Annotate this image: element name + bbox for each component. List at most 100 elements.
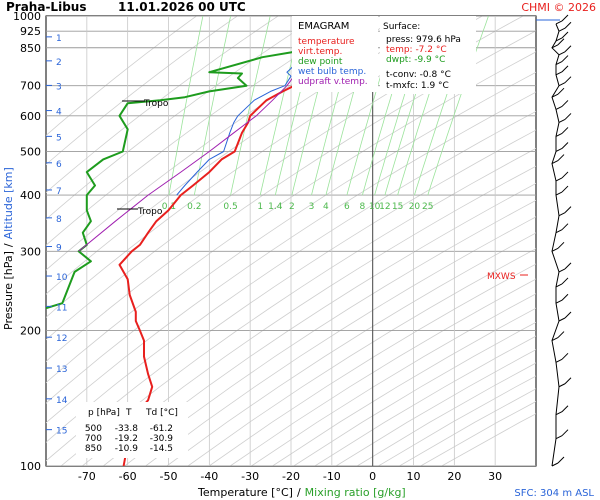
- surface-box: [380, 16, 476, 94]
- y-axis-title: Pressure [hPa] / Altitude [km]: [2, 167, 15, 330]
- temperature-tick-label: -20: [282, 470, 300, 483]
- mixing-ratio-line: [230, 16, 271, 196]
- wind-barb-flag: [561, 55, 569, 62]
- altitude-tick-label: 10: [56, 273, 68, 283]
- temperature-tick-label: -70: [78, 470, 96, 483]
- wind-barb-flag: [561, 100, 569, 107]
- y-axis-separator: /: [2, 243, 15, 247]
- table-row-1-p: 500: [85, 424, 102, 434]
- table-row-2-p: 700: [85, 434, 102, 444]
- wind-barb-flag: [561, 142, 569, 149]
- legend-item-wet-bulb: wet bulb temp.: [298, 67, 366, 77]
- table-row-3-t: -10.9: [115, 444, 139, 454]
- altitude-tick-label: 3: [56, 82, 62, 92]
- table-row-1-td: -61.2: [150, 424, 173, 434]
- legend-box: [292, 16, 378, 92]
- y-axis-altitude-label: Altitude [km]: [2, 167, 15, 239]
- mixing-ratio-label: 25: [422, 202, 433, 212]
- temperature-tick-label: 30: [488, 470, 502, 483]
- wind-barb-shaft: [555, 411, 563, 416]
- mixing-ratio-label: 20: [409, 202, 421, 212]
- wind-barb-flag: [564, 206, 572, 214]
- tropo-label-2: Tropo: [137, 207, 163, 217]
- table-header-td: Td [°C]: [145, 408, 178, 418]
- wind-barb-flag: [561, 293, 569, 301]
- wind-barb-shaft: [555, 61, 563, 66]
- temperature-tick-label: 0: [369, 470, 376, 483]
- mixing-ratio-label: 4: [323, 202, 329, 212]
- wind-barb-shaft: [555, 148, 563, 152]
- mixing-ratio-label: 3: [309, 202, 315, 212]
- tropopause-markers: Tropo Tropo: [117, 99, 169, 217]
- surface-tmxfc: t-mxfc: 1.9 °C: [386, 81, 449, 91]
- dry-adiabat: [103, 182, 536, 466]
- wind-barb-flag: [557, 154, 565, 161]
- wind-barb-shaft: [555, 71, 563, 76]
- wind-barb-flag: [561, 31, 569, 39]
- mixing-ratio-label: 0.5: [223, 202, 237, 212]
- table-header-p: p [hPa]: [88, 408, 120, 418]
- table-row-1-t: -33.8: [115, 424, 139, 434]
- wind-barb-flag: [561, 127, 569, 134]
- altitude-tick-label: 9: [56, 244, 62, 254]
- pressure-tick-label: 200: [20, 325, 41, 338]
- wind-barb-flag: [561, 223, 569, 231]
- altitude-tick-label: 1: [56, 34, 62, 44]
- altitude-tick-label: 2: [56, 58, 62, 68]
- wind-barb-flag: [564, 113, 572, 120]
- temperature-tick-label: -10: [323, 470, 341, 483]
- wind-barb-flag: [564, 45, 572, 53]
- surface-press: press: 979.6 hPa: [386, 35, 461, 45]
- wind-barb-flag: [557, 38, 565, 46]
- dry-adiabat: [208, 263, 536, 466]
- wind-barb-shaft: [555, 191, 563, 196]
- x-axis-temp-label: Temperature [°C]: [197, 486, 293, 499]
- wind-barb-flag: [561, 171, 569, 179]
- wind-barb-shaft: [558, 82, 566, 87]
- surface-dwpt: dwpt: -9.9 °C: [386, 55, 445, 65]
- pressure-tick-label: 925: [20, 25, 41, 38]
- wind-barb-shaft: [555, 283, 563, 288]
- altitude-tick-label: 12: [56, 334, 67, 344]
- legend-item-dew-point: dew point: [298, 57, 343, 67]
- dry-adiabat: [46, 110, 536, 443]
- altitude-tick-label: 4: [56, 108, 62, 118]
- wind-barb-shaft: [551, 160, 559, 165]
- legend: EMAGRAM temperature virt.temp. dew point…: [292, 16, 378, 92]
- tropo-label-1: Tropo: [143, 99, 169, 109]
- mxws-label: MXWS: [487, 272, 516, 282]
- mixing-ratio-label: 15: [392, 202, 403, 212]
- legend-item-virt-temp: virt.temp.: [298, 47, 342, 57]
- wind-barb-shaft: [555, 358, 563, 363]
- wind-barb-flag: [564, 76, 572, 84]
- wind-barb-flag: [561, 185, 569, 193]
- wind-barb-flag: [564, 311, 572, 319]
- wind-barb-flag: [561, 352, 569, 360]
- x-axis-title: Temperature [°C] / Mixing ratio [g/kg]: [197, 486, 406, 499]
- wind-barb-shaft: [558, 317, 566, 322]
- wind-barb-shaft: [558, 27, 566, 32]
- table-row-2-td: -30.9: [150, 434, 174, 444]
- temperature-tick-label: -30: [241, 470, 259, 483]
- pressure-tick-label: 100: [20, 460, 41, 473]
- x-axis-separator: /: [297, 486, 301, 499]
- wind-barb-flag: [561, 277, 569, 285]
- wind-barb-shaft: [555, 105, 563, 110]
- wind-barb-shaft: [555, 435, 563, 440]
- temperature-tick-label: 10: [407, 470, 421, 483]
- x-axis-mix-label: Mixing ratio [g/kg]: [305, 486, 406, 499]
- altitude-tick-label: 11: [56, 303, 67, 313]
- dry-adiabat: [60, 147, 536, 466]
- wind-barb-shaft: [558, 268, 566, 273]
- pressure-tick-label: 700: [20, 80, 41, 93]
- legend-item-updraft: udpraft v.temp.: [298, 77, 368, 87]
- surface-title: Surface:: [383, 22, 420, 32]
- altitude-tick-label: 13: [56, 365, 67, 375]
- wind-barb-shaft: [555, 299, 563, 304]
- wind-barb-shaft: [555, 177, 563, 182]
- legend-item-temperature: temperature: [298, 37, 355, 47]
- dry-adiabat: [46, 71, 536, 404]
- temperature-tick-label: -60: [119, 470, 137, 483]
- pressure-tick-label: 850: [20, 42, 41, 55]
- wind-barb-flag: [564, 377, 572, 385]
